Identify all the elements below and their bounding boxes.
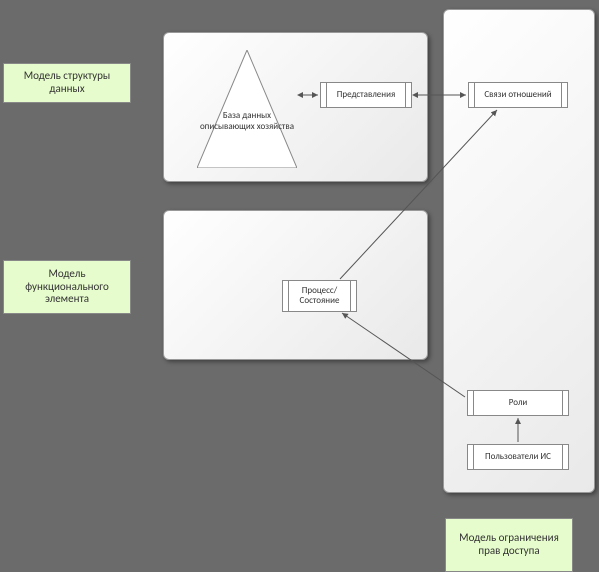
node-label: База данных описывающих хозяйства <box>197 111 297 132</box>
label-text: Модель структуры данных <box>8 70 126 95</box>
label-access-model: Модель ограничения прав доступа <box>445 518 573 572</box>
node-database-triangle: База данных описывающих хозяйства <box>197 50 297 168</box>
node-label: Пользователи ИС <box>485 452 551 462</box>
node-label: Связи отношений <box>484 90 551 100</box>
label-text: Модель ограничения прав доступа <box>450 532 568 557</box>
label-data-model: Модель структуры данных <box>3 63 131 103</box>
node-label: Роли <box>509 398 528 408</box>
diagram-canvas: Модель структуры данных Модель функциона… <box>0 0 599 572</box>
node-roles: Роли <box>467 390 569 416</box>
label-functional-model: Модель функционального элемента <box>3 260 131 314</box>
node-process-state: Процесс/ Состояние <box>282 280 357 312</box>
node-label: Процесс/ Состояние <box>291 286 348 307</box>
node-relations: Связи отношений <box>468 82 568 108</box>
node-users: Пользователи ИС <box>467 444 569 470</box>
node-views: Представления <box>320 82 412 108</box>
node-label: Представления <box>337 90 395 100</box>
label-text: Модель функционального элемента <box>8 268 126 306</box>
